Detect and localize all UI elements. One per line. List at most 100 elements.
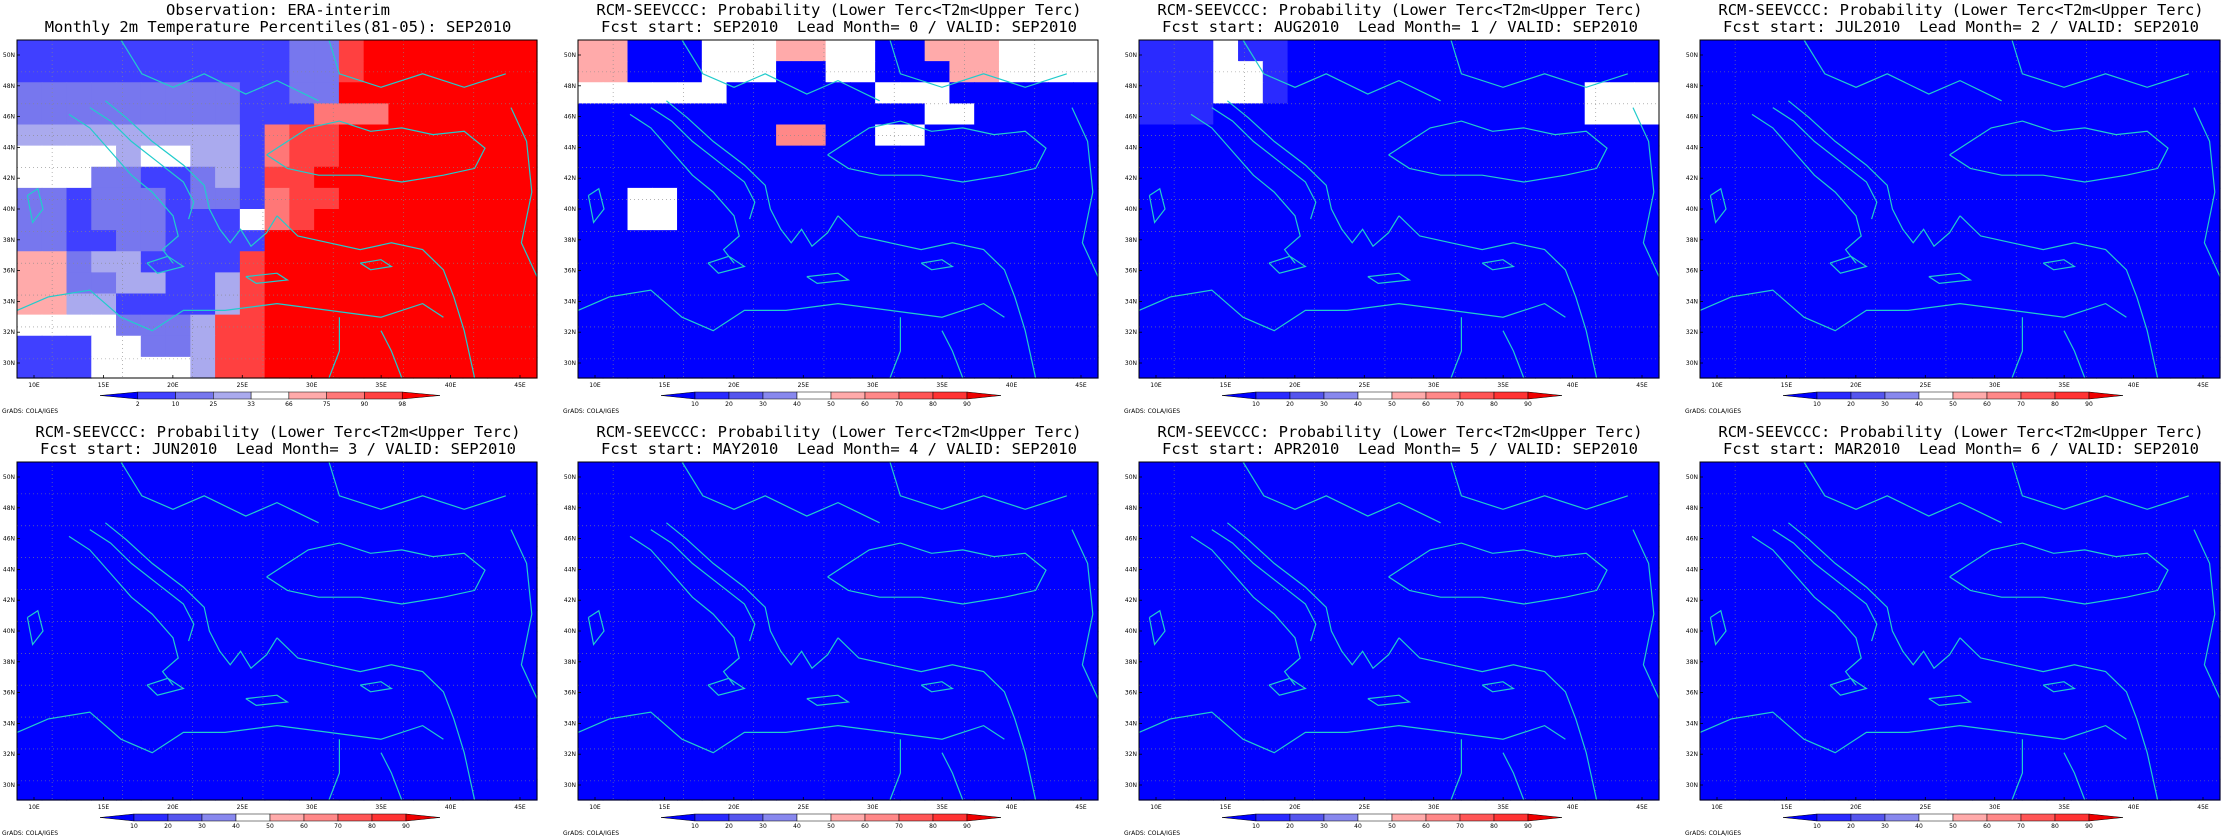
grid-cell [1724, 230, 1751, 252]
grid-cell [1139, 187, 1165, 210]
grid-cell [949, 504, 975, 526]
grid-cell [1510, 314, 1536, 337]
grid-cell [1510, 757, 1536, 780]
grid-cell [1848, 504, 1874, 526]
grid-cell [1774, 40, 1800, 62]
grid-cell [1947, 588, 1973, 611]
grid-cell [1312, 652, 1338, 674]
grid-cell [2071, 567, 2097, 590]
grid-cell [1724, 673, 1751, 695]
grid-cell [1287, 546, 1313, 569]
grid-cell [239, 673, 266, 695]
grid-cell [1213, 694, 1239, 717]
grid-cell [190, 673, 216, 695]
grid-cell [1262, 694, 1289, 717]
grid-cell [116, 335, 142, 358]
y-tick-label: 46N [3, 536, 15, 543]
grid-cell [1312, 82, 1338, 104]
grid-cell [1922, 588, 1949, 611]
grid-cell [66, 462, 92, 484]
grid-cell [1485, 335, 1512, 358]
grid-cell [1188, 588, 1214, 611]
grid-cell [2046, 609, 2073, 632]
grid-cell [66, 609, 92, 632]
y-tick-label: 30N [1125, 360, 1137, 367]
grid-cell [899, 230, 926, 252]
grid-cell [314, 40, 340, 62]
grid-cell [2120, 145, 2147, 168]
y-tick-label: 44N [1686, 144, 1698, 151]
colorbar-label: 10 [1252, 823, 1260, 830]
grid-cell [2170, 166, 2196, 189]
grid-cell [1287, 230, 1313, 252]
grid-cell [825, 187, 851, 210]
graticule [578, 462, 1098, 800]
grid-cell [190, 525, 216, 548]
grid-cell [388, 673, 414, 695]
grid-cell [776, 525, 802, 548]
grid-cell [1073, 757, 1099, 780]
grid-cell [1460, 82, 1487, 104]
grid-cell [1898, 124, 1924, 147]
grid-cell [1023, 673, 1050, 695]
grid-cell [437, 356, 464, 379]
grid-cell [2071, 694, 2097, 717]
grid-cell [462, 40, 489, 62]
grid-cell [1262, 145, 1289, 168]
grid-cell [2120, 251, 2147, 273]
grid-cell [1559, 272, 1586, 295]
grid-cell [726, 82, 752, 104]
grid-cell [462, 588, 489, 611]
grid-cell [2195, 546, 2221, 569]
grid-cell [627, 61, 653, 83]
grid-cell [512, 757, 538, 780]
grid-cell [1774, 335, 1800, 358]
grid-cell [1997, 272, 2023, 295]
grid-cell [2195, 504, 2221, 526]
coastline-map-icon [16, 461, 538, 801]
grid-cell [1048, 525, 1074, 548]
grid-cell [949, 609, 975, 632]
grid-cell [1262, 631, 1289, 653]
grid-cell [2145, 230, 2172, 252]
grid-cell [487, 588, 513, 611]
grid-cell [1163, 525, 1190, 548]
grid-cell [1535, 652, 1561, 674]
grid-cell [1823, 293, 1850, 316]
grid-cell [1634, 462, 1660, 484]
colorbar-swatch [660, 391, 696, 400]
grid-cell [924, 187, 951, 210]
grid-cell [289, 567, 315, 590]
x-tick-label: 35E [1497, 382, 1509, 389]
grid-cell [2145, 525, 2172, 548]
grid-cell [1436, 609, 1462, 632]
grid-cell [1799, 757, 1825, 780]
grid-cell [677, 335, 703, 358]
grid-cell [512, 546, 538, 569]
grid-cell [91, 230, 117, 252]
y-tick-label: 32N [1125, 329, 1137, 336]
grid-cell [1898, 462, 1924, 484]
grid-cell [578, 187, 604, 210]
grid-cell [239, 103, 266, 126]
grid-cell [338, 736, 365, 759]
grid-cell [1262, 272, 1289, 295]
grid-cell [652, 103, 678, 126]
grid-cell [1312, 61, 1338, 83]
grid-cell [1848, 778, 1874, 801]
grid-cell [215, 335, 241, 358]
grid-cell [751, 673, 777, 695]
grid-cell [1700, 166, 1726, 189]
grid-cell [751, 757, 777, 780]
grid-cell [1584, 778, 1611, 801]
grid-cell [1823, 652, 1850, 674]
colorbar-label: 50 [827, 823, 835, 830]
grid-cell [338, 546, 365, 569]
grid-cell [776, 61, 802, 83]
grid-cell [462, 525, 489, 548]
grid-cell [1073, 673, 1099, 695]
grid-cell [1972, 272, 1998, 295]
grid-cell [677, 103, 703, 126]
colorbar-swatch [1527, 813, 1563, 822]
grid-cell [1823, 778, 1850, 801]
